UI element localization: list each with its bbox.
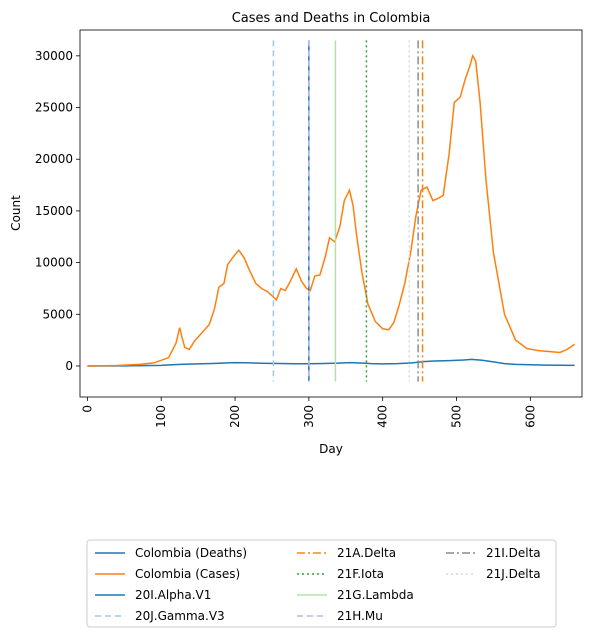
y-tick-label: 30000 (35, 49, 73, 63)
legend-label: Colombia (Deaths) (135, 546, 247, 560)
legend-label: 21A.Delta (337, 546, 396, 560)
y-tick-label: 20000 (35, 152, 73, 166)
y-tick-label: 5000 (42, 307, 73, 321)
x-axis-label: Day (319, 442, 343, 456)
legend-item-21a-delta: 21A.Delta (297, 546, 396, 560)
legend-frame (86, 539, 557, 628)
y-tick-label: 10000 (35, 256, 73, 270)
x-axis: 0 100 200 300 400 500 600 (80, 397, 537, 428)
x-tick-label: 100 (154, 405, 168, 428)
x-tick-label: 0 (80, 405, 94, 413)
y-tick-label: 25000 (35, 101, 73, 115)
series-line-colombia-deaths (87, 358, 575, 367)
x-tick-label: 400 (376, 405, 390, 428)
legend-label: 21J.Delta (486, 567, 541, 581)
legend-item-21i-delta: 21I.Delta (446, 546, 541, 560)
legend-item-colombia-cases: Colombia (Cases) (95, 567, 240, 581)
legend: Colombia (Deaths) Colombia (Cases) 20I.Alp… (86, 539, 557, 628)
legend-item-21h-mu: 21H.Mu (297, 609, 383, 623)
x-tick-label: 500 (450, 405, 464, 428)
legend-label: 21F.Iota (337, 567, 384, 581)
legend-label: 21G.Lambda (337, 588, 414, 602)
legend-item-20i-alpha-v1: 20I.Alpha.V1 (95, 588, 211, 602)
chart-title: Cases and Deaths in Colombia (232, 11, 431, 26)
legend-label: 21H.Mu (337, 609, 383, 623)
legend-item-21j-delta: 21J.Delta (446, 567, 541, 581)
legend-item-21f-iota: 21F.Iota (297, 567, 384, 581)
y-axis-label: Count (9, 195, 23, 231)
x-tick-label: 600 (523, 405, 537, 428)
y-axis: 0 5000 10000 15000 20000 25000 30000 (35, 49, 80, 373)
y-tick-label: 15000 (35, 204, 73, 218)
x-tick-label: 200 (228, 405, 242, 428)
legend-item-colombia-deaths: Colombia (Deaths) (95, 546, 247, 560)
legend-label: 21I.Delta (486, 546, 541, 560)
x-tick-label: 300 (302, 405, 316, 428)
series-line-colombia-cases (87, 53, 576, 367)
legend-label: Colombia (Cases) (135, 567, 240, 581)
y-tick-label: 0 (65, 359, 73, 373)
legend-item-21g-lambda: 21G.Lambda (297, 588, 414, 602)
legend-label: 20I.Alpha.V1 (135, 588, 211, 602)
plot-frame (79, 29, 583, 398)
legend-label: 20J.Gamma.V3 (135, 609, 225, 623)
plot-area (87, 40, 576, 382)
legend-item-20j-gamma-v3: 20J.Gamma.V3 (95, 609, 225, 623)
